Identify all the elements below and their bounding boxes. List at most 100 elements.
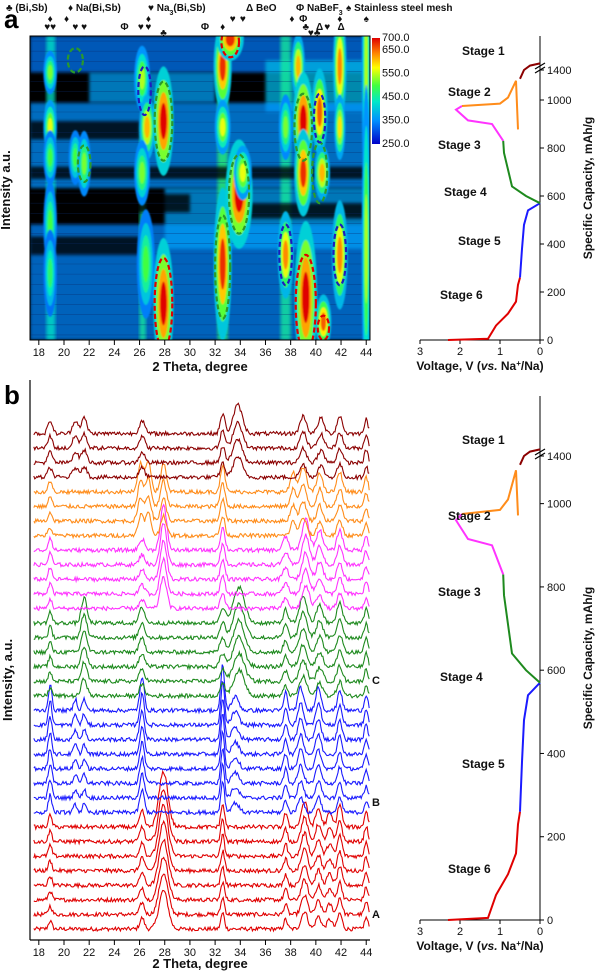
x-tick-label: 34 — [234, 947, 246, 959]
xrd-pattern — [33, 634, 370, 671]
xrd-pattern — [33, 511, 370, 540]
peak-ellipse — [227, 153, 251, 235]
xrd-pattern — [33, 789, 370, 846]
xrd-pattern — [33, 747, 370, 787]
peak-ellipse — [293, 92, 314, 162]
x-tick-label: 40 — [310, 347, 322, 359]
xrd-pattern — [33, 420, 370, 452]
voltage-profile-a: 3 2 1 00 200 400 600 800 1000 1400 Stage 1 Stage 2 S… — [416, 36, 595, 373]
x-tick-label: 26 — [133, 347, 145, 359]
colorbar-tick-label: 450.0 — [382, 91, 410, 103]
xrd-pattern — [33, 838, 370, 890]
xrd-pattern — [33, 539, 370, 584]
xrd-axes: 18 20 22 24 26 28 30 32 34 36 38 40 42 44 A B C — [29, 380, 380, 959]
stage-label: Stage 2 — [448, 509, 491, 523]
peak-marker: ♥ — [81, 22, 87, 33]
legend-item: ♣ (Bi,Sb) — [6, 3, 48, 14]
x-tick-label: 18 — [33, 347, 45, 359]
x-tick-label: 30 — [184, 947, 196, 959]
heatmap-peak-spot — [47, 148, 53, 167]
xrd-pattern — [33, 584, 370, 627]
xrd-x-label: 2 Theta, degree — [152, 956, 247, 971]
x-tick-label: 24 — [108, 947, 120, 959]
x-tick-label: 20 — [58, 947, 70, 959]
series-line — [519, 682, 541, 812]
x-tick-label: 40 — [310, 947, 322, 959]
heatmap-peak-spot — [300, 158, 307, 188]
x-tick-label: 1 — [497, 926, 503, 938]
peak-marker: ♦ — [48, 14, 53, 25]
heatmap-peak-spot — [139, 67, 145, 90]
y-tick-label: 800 — [547, 143, 565, 155]
peak-ellipse — [316, 314, 331, 340]
stage-label: Stage 3 — [438, 585, 481, 599]
peak-ellipses — [66, 36, 348, 340]
x-tick-label: 38 — [285, 347, 297, 359]
stage-label: Stage 4 — [444, 185, 487, 199]
xrd-pattern — [33, 649, 370, 686]
x-tick-label: 22 — [83, 347, 95, 359]
y-tick-label: 0 — [547, 915, 553, 927]
xrd-pattern — [33, 503, 370, 554]
colorbar-tick-label: 700.0 — [382, 32, 410, 44]
series-line — [454, 513, 505, 575]
peak-marker: ♣ — [302, 22, 309, 33]
heatmap — [29, 35, 371, 341]
heatmap-band — [89, 72, 216, 103]
xrd-pattern — [33, 761, 370, 802]
series-line — [502, 574, 541, 684]
heatmap-y-label: Intensity a.u. — [0, 150, 13, 229]
x-tick-label: 0 — [537, 346, 543, 358]
heatmap-peak-spot — [73, 148, 78, 167]
voltage-y-label: Specific Capacity, mAh/g — [581, 117, 595, 259]
peak-marker: ♠ — [364, 14, 370, 25]
heatmap-peak-spot — [337, 236, 343, 274]
x-tick-label: 20 — [58, 347, 70, 359]
voltage-x-label: Voltage, V (vs. Na+/Na) — [416, 359, 543, 374]
xrd-pattern — [33, 666, 370, 700]
xrd-pattern — [33, 729, 370, 773]
peak-marker: Φ — [299, 14, 307, 25]
heatmap-peak-spot — [282, 240, 289, 270]
peak-marker: ♦ — [146, 14, 151, 25]
peak-marker: Φ — [201, 22, 209, 33]
peak-marker: ♦ — [220, 22, 225, 33]
heatmap-peak-spot — [316, 97, 323, 127]
colorbar-tick-label: 550.0 — [382, 67, 410, 79]
peak-marker: ♥ — [324, 22, 330, 33]
x-tick-label: 3 — [417, 926, 423, 938]
heatmap-peak-spot — [47, 258, 53, 288]
heatmap-peak-spot — [139, 161, 145, 184]
peak-ellipse — [220, 36, 241, 59]
phase-legend: ♣ (Bi,Sb) ♦ Na(Bi,Sb) ♥ Na3(Bi,Sb) Δ BeO Φ N… — [6, 3, 452, 17]
peak-marker: ♥ — [145, 22, 151, 33]
peak-marker: ♥ — [240, 14, 246, 25]
axis-break — [534, 62, 546, 70]
legend-item: Δ BeO — [246, 3, 277, 14]
heatmap-x-axis: 18 20 22 24 26 28 30 32 34 36 38 40 42 44 — [33, 340, 372, 359]
y-tick-label: 600 — [547, 191, 565, 203]
stage-label: Stage 2 — [448, 85, 491, 99]
x-tick-label: 22 — [83, 947, 95, 959]
x-tick-label: 24 — [108, 347, 120, 359]
heatmap-gap — [30, 236, 140, 255]
peak-ellipse — [153, 256, 174, 340]
y-tick-label: 1400 — [547, 451, 571, 463]
series-line — [447, 277, 521, 341]
y-tick-label: 400 — [547, 239, 565, 251]
peak-marker: ♣ — [314, 28, 321, 39]
heatmap-peak-spot — [283, 116, 288, 139]
peak-marker: ♦ — [289, 14, 294, 25]
x-tick-label: 42 — [335, 347, 347, 359]
pattern-marker: C — [372, 675, 380, 687]
colorbar-tick-label: 350.0 — [382, 114, 410, 126]
xrd-pattern — [33, 780, 370, 817]
heatmap-peak-spot — [364, 194, 368, 304]
y-tick-label: 0 — [547, 335, 553, 347]
xrd-pattern — [33, 437, 370, 467]
stage-label: Stage 4 — [440, 670, 483, 684]
heatmap-peak-spot — [144, 116, 150, 139]
xrd-pattern — [33, 769, 370, 831]
xrd-pattern — [33, 617, 370, 656]
